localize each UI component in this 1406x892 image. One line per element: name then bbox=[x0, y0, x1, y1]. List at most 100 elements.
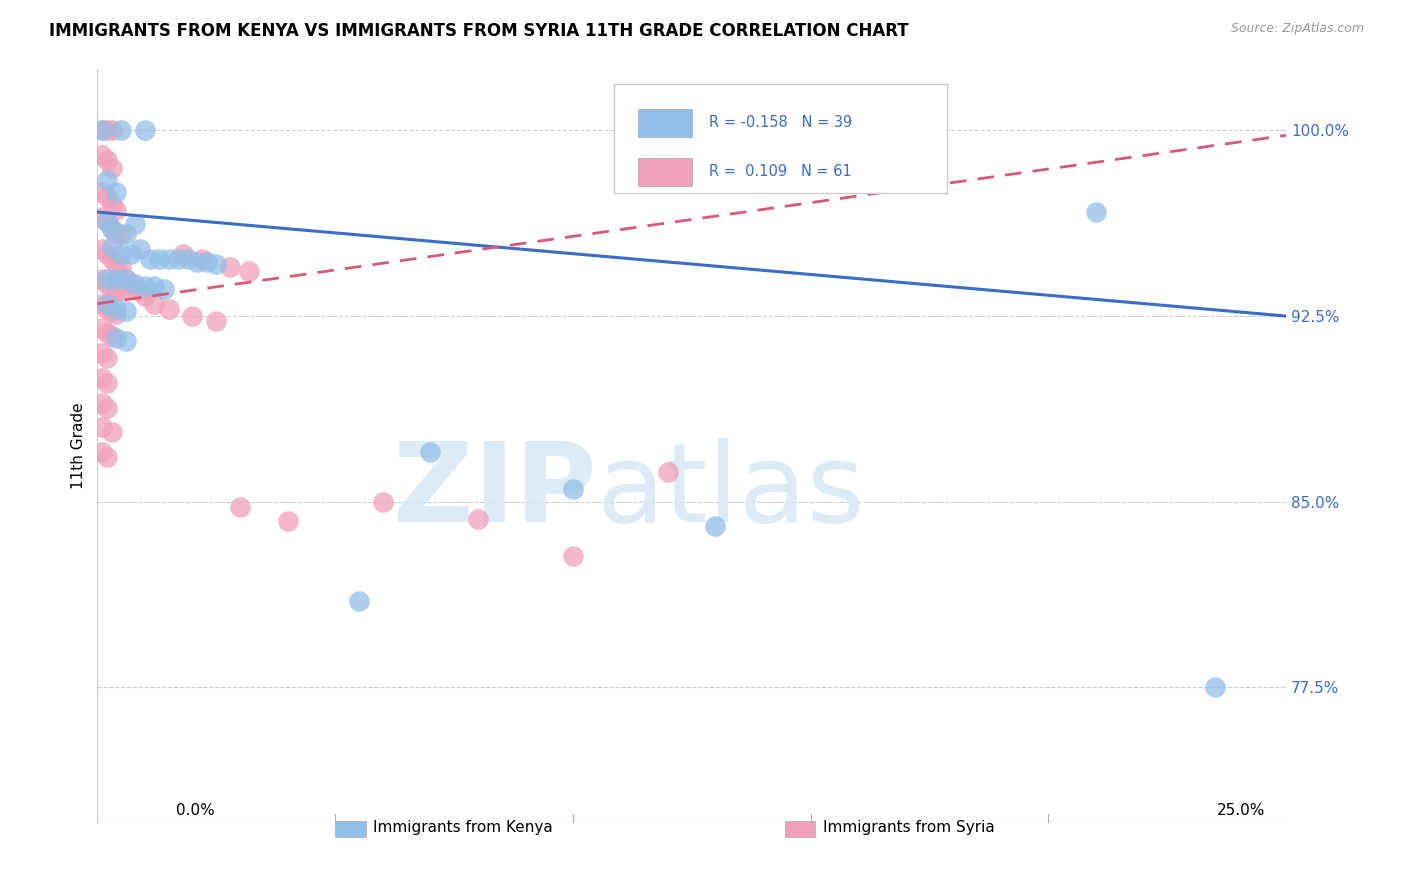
Point bbox=[561, 549, 583, 563]
Point bbox=[124, 277, 146, 291]
Text: R = -0.158   N = 39: R = -0.158 N = 39 bbox=[710, 115, 852, 130]
Point bbox=[134, 289, 156, 303]
Point bbox=[91, 296, 114, 310]
Point bbox=[110, 123, 132, 137]
Point bbox=[96, 301, 118, 316]
Point bbox=[115, 272, 138, 286]
Point bbox=[347, 593, 370, 607]
Point bbox=[195, 254, 218, 268]
Point bbox=[110, 260, 132, 274]
Point bbox=[134, 279, 156, 293]
Point bbox=[91, 420, 114, 434]
Point bbox=[205, 314, 228, 328]
Point bbox=[100, 329, 122, 343]
Point bbox=[91, 395, 114, 409]
Point bbox=[91, 321, 114, 335]
Point bbox=[167, 252, 190, 266]
FancyBboxPatch shape bbox=[614, 84, 948, 193]
Point bbox=[105, 285, 128, 299]
Point bbox=[148, 252, 170, 266]
Point bbox=[115, 227, 138, 242]
Point bbox=[134, 123, 156, 137]
Text: 0.0%: 0.0% bbox=[176, 803, 215, 818]
Point bbox=[100, 222, 122, 236]
Point bbox=[110, 285, 132, 299]
Point bbox=[100, 425, 122, 440]
Point bbox=[91, 445, 114, 459]
Point bbox=[96, 401, 118, 415]
Point bbox=[96, 296, 118, 310]
Point bbox=[100, 123, 122, 137]
Point bbox=[96, 123, 118, 137]
Point bbox=[419, 445, 441, 459]
Point bbox=[1204, 681, 1226, 695]
Point bbox=[91, 186, 114, 200]
Point bbox=[467, 512, 489, 526]
Text: IMMIGRANTS FROM KENYA VS IMMIGRANTS FROM SYRIA 11TH GRADE CORRELATION CHART: IMMIGRANTS FROM KENYA VS IMMIGRANTS FROM… bbox=[49, 22, 908, 40]
Point bbox=[115, 334, 138, 348]
Point bbox=[124, 218, 146, 232]
FancyBboxPatch shape bbox=[638, 109, 692, 137]
Point bbox=[120, 247, 142, 261]
Point bbox=[96, 173, 118, 187]
Point bbox=[96, 450, 118, 464]
Point bbox=[172, 247, 194, 261]
Point bbox=[96, 277, 118, 291]
Point bbox=[105, 202, 128, 217]
Point bbox=[191, 252, 214, 266]
Point bbox=[704, 519, 727, 533]
Point bbox=[96, 247, 118, 261]
Point bbox=[186, 254, 208, 268]
Text: Immigrants from Kenya: Immigrants from Kenya bbox=[373, 821, 553, 835]
Point bbox=[115, 272, 138, 286]
Point bbox=[100, 197, 122, 211]
Point bbox=[129, 285, 152, 299]
Point bbox=[143, 296, 166, 310]
Point bbox=[115, 304, 138, 318]
Point bbox=[157, 252, 180, 266]
Point bbox=[96, 351, 118, 365]
Point bbox=[105, 331, 128, 345]
Point bbox=[91, 371, 114, 385]
Text: R =  0.109   N = 61: R = 0.109 N = 61 bbox=[710, 164, 852, 179]
Point bbox=[157, 301, 180, 316]
Point bbox=[105, 186, 128, 200]
Point bbox=[229, 500, 252, 514]
Point bbox=[100, 222, 122, 236]
Point bbox=[96, 376, 118, 390]
Point bbox=[371, 494, 394, 508]
Point bbox=[105, 257, 128, 271]
Point bbox=[657, 465, 679, 479]
Point bbox=[205, 257, 228, 271]
Point bbox=[219, 260, 242, 274]
Point bbox=[110, 247, 132, 261]
Point bbox=[91, 346, 114, 360]
Point bbox=[110, 227, 132, 242]
Point bbox=[238, 264, 260, 278]
Point bbox=[153, 282, 176, 296]
Point bbox=[91, 210, 114, 224]
Point bbox=[120, 277, 142, 291]
Point bbox=[100, 304, 122, 318]
Point bbox=[100, 282, 122, 296]
Point bbox=[91, 148, 114, 162]
Point bbox=[96, 326, 118, 341]
Text: 25.0%: 25.0% bbox=[1218, 803, 1265, 818]
FancyBboxPatch shape bbox=[638, 158, 692, 186]
Point bbox=[181, 309, 204, 323]
Point bbox=[105, 227, 128, 242]
Point bbox=[105, 272, 128, 286]
Point bbox=[105, 301, 128, 316]
Point bbox=[100, 161, 122, 175]
Point bbox=[96, 215, 118, 229]
Text: atlas: atlas bbox=[596, 438, 865, 545]
Point bbox=[561, 483, 583, 497]
Point bbox=[91, 242, 114, 256]
Point bbox=[91, 123, 114, 137]
Point bbox=[277, 515, 299, 529]
Text: Source: ZipAtlas.com: Source: ZipAtlas.com bbox=[1230, 22, 1364, 36]
Point bbox=[129, 242, 152, 256]
Text: ZIP: ZIP bbox=[394, 438, 596, 545]
Point bbox=[1084, 205, 1107, 219]
Point bbox=[143, 279, 166, 293]
